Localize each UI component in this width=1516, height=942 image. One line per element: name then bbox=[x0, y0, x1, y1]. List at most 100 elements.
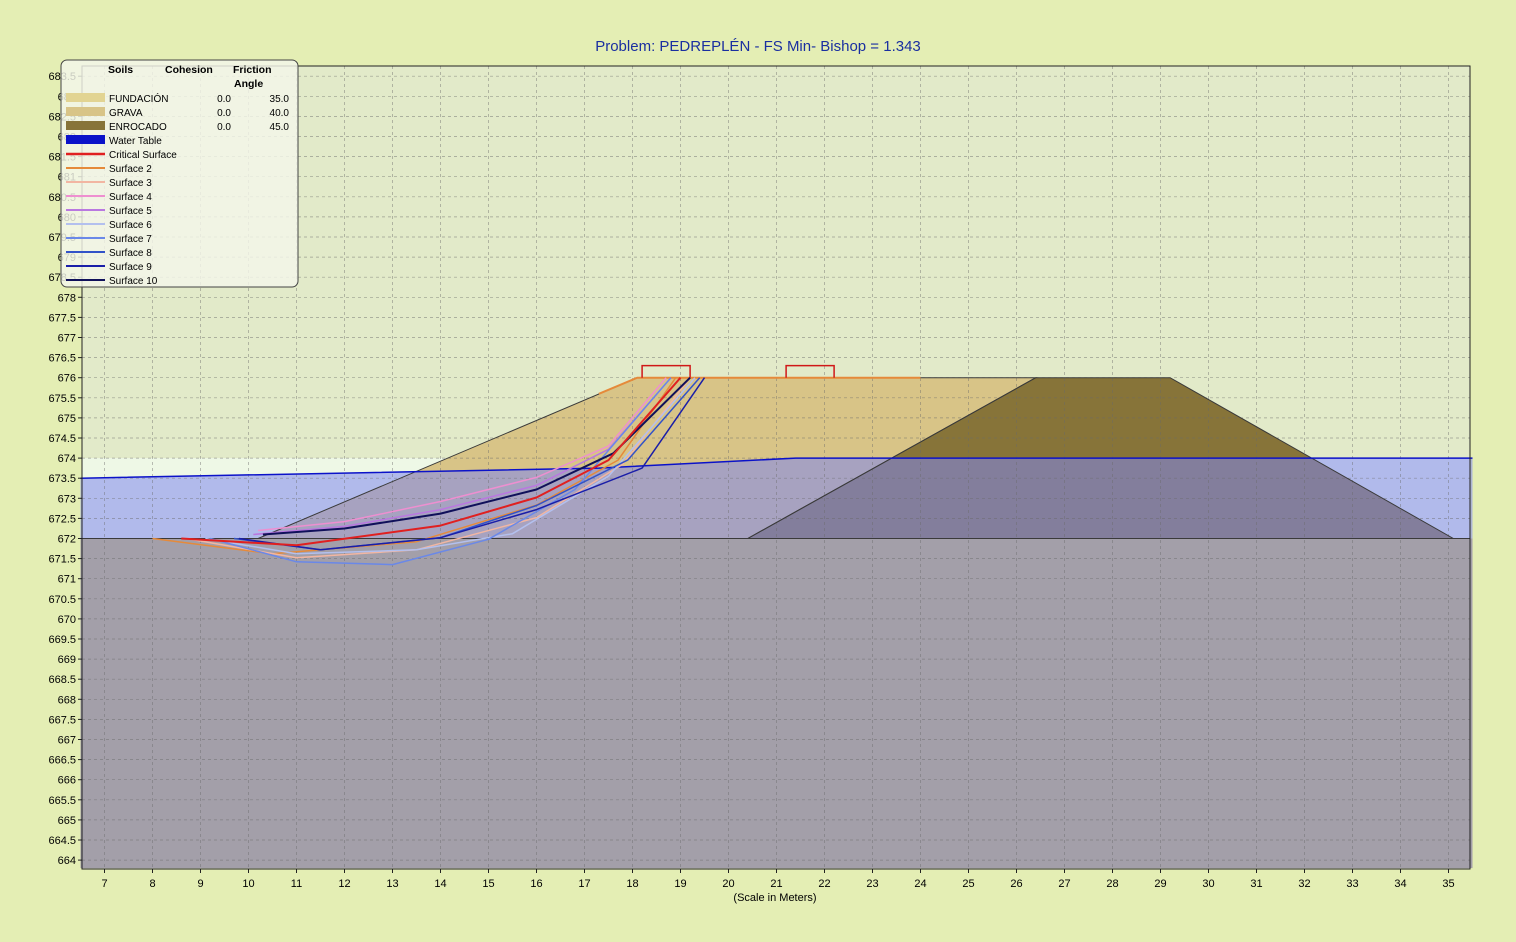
x-axis-label: (Scale in Meters) bbox=[733, 892, 816, 904]
legend-line-name: Water Table bbox=[109, 136, 162, 147]
x-tick-label: 10 bbox=[242, 878, 254, 890]
x-tick-label: 18 bbox=[626, 878, 638, 890]
legend-swatch-soil bbox=[66, 107, 105, 116]
surface-surface-6 bbox=[205, 377, 696, 555]
legend-line-name: Surface 10 bbox=[109, 276, 158, 287]
legend-soil-friction: 45.0 bbox=[270, 122, 290, 133]
legend-header: Soils bbox=[108, 64, 133, 76]
y-tick-label: 675.5 bbox=[48, 393, 76, 405]
y-tick-label: 668 bbox=[58, 694, 76, 706]
x-tick-label: 16 bbox=[530, 878, 542, 890]
x-tick-label: 20 bbox=[722, 878, 734, 890]
x-tick-label: 27 bbox=[1058, 878, 1070, 890]
y-tick-label: 671 bbox=[58, 574, 76, 586]
structure-lines bbox=[80, 364, 1473, 539]
legend-line-name: Surface 8 bbox=[109, 248, 152, 259]
chart-title: Problem: PEDREPLÉN - FS Min- Bishop = 1.… bbox=[595, 38, 921, 55]
y-tick-label: 667 bbox=[58, 735, 76, 747]
surface-surface-2 bbox=[152, 377, 677, 555]
x-tick-label: 31 bbox=[1250, 878, 1262, 890]
y-tick-label: 675 bbox=[58, 413, 76, 425]
legend-box bbox=[60, 59, 299, 288]
x-tick-label: 14 bbox=[434, 878, 446, 890]
y-tick-label: 673 bbox=[58, 493, 76, 505]
crest-line bbox=[598, 376, 921, 395]
x-tick-label: 30 bbox=[1202, 878, 1214, 890]
legend-header: Cohesion bbox=[165, 64, 213, 76]
y-tick-label: 677.5 bbox=[48, 312, 76, 324]
legend-line-name: Surface 5 bbox=[109, 206, 152, 217]
legend-line-name: Surface 2 bbox=[109, 164, 152, 175]
x-tick-label: 8 bbox=[149, 878, 155, 890]
x-tick-label: 34 bbox=[1394, 878, 1406, 890]
y-tick-label: 664.5 bbox=[48, 835, 76, 847]
x-tick-label: 23 bbox=[866, 878, 878, 890]
y-tick-label: 671.5 bbox=[48, 554, 76, 566]
surface-surface-9 bbox=[238, 377, 706, 551]
x-tick-label: 26 bbox=[1010, 878, 1022, 890]
legend-soil-cohesion: 0.0 bbox=[217, 122, 231, 133]
legend-line-name: Surface 3 bbox=[109, 178, 152, 189]
legend-soil-name: ENROCADO bbox=[109, 122, 167, 133]
y-tick-label: 669.5 bbox=[48, 634, 76, 646]
legend-soil-friction: 40.0 bbox=[270, 108, 290, 119]
legend-swatch-soil bbox=[66, 93, 105, 102]
legend-header: Friction bbox=[233, 64, 272, 76]
x-tick-label: 28 bbox=[1106, 878, 1118, 890]
y-tick-label: 665 bbox=[58, 815, 76, 827]
load-marker-2 bbox=[785, 364, 835, 378]
y-tick-label: 666.5 bbox=[48, 755, 76, 767]
y-tick-label: 672.5 bbox=[48, 513, 76, 525]
legend-line-name: Surface 7 bbox=[109, 234, 152, 245]
x-tick-label: 22 bbox=[818, 878, 830, 890]
y-tick-label: 669 bbox=[58, 654, 76, 666]
legend-line-name: Surface 6 bbox=[109, 220, 152, 231]
x-tick-label: 7 bbox=[101, 878, 107, 890]
surface-critical-surface bbox=[181, 377, 682, 547]
x-tick-label: 29 bbox=[1154, 878, 1166, 890]
surface-surface-7 bbox=[209, 377, 672, 566]
legend-line-name: Surface 9 bbox=[109, 262, 152, 273]
y-tick-label: 670.5 bbox=[48, 594, 76, 606]
x-tick-label: 24 bbox=[914, 878, 926, 890]
y-tick-label: 664 bbox=[58, 855, 76, 867]
x-tick-label: 11 bbox=[291, 878, 302, 890]
y-tick-label: 676.5 bbox=[48, 353, 76, 365]
legend-soil-name: GRAVA bbox=[109, 108, 143, 119]
x-tick-label: 25 bbox=[962, 878, 974, 890]
y-tick-label: 666 bbox=[58, 775, 76, 787]
y-tick-label: 677 bbox=[58, 333, 76, 345]
legend-soil-name: FUNDACIÓN bbox=[109, 92, 168, 105]
y-tick-label: 674 bbox=[58, 453, 76, 465]
y-tick-label: 668.5 bbox=[48, 674, 76, 686]
legend-line-name: Surface 4 bbox=[109, 192, 152, 203]
load-marker-1 bbox=[641, 364, 691, 378]
y-tick-label: 667.5 bbox=[48, 714, 76, 726]
y-tick-label: 676 bbox=[58, 373, 76, 385]
x-tick-label: 32 bbox=[1298, 878, 1310, 890]
legend-soil-friction: 35.0 bbox=[270, 94, 290, 105]
x-tick-label: 21 bbox=[770, 878, 782, 890]
surface-surface-4 bbox=[258, 377, 667, 532]
legend-header: Angle bbox=[234, 78, 263, 90]
surface-surface-3 bbox=[185, 377, 691, 559]
legend-swatch-soil bbox=[66, 121, 105, 130]
legend-line-name: Critical Surface bbox=[109, 150, 177, 161]
x-tick-label: 12 bbox=[338, 878, 350, 890]
y-tick-label: 670 bbox=[58, 614, 76, 626]
x-tick-label: 33 bbox=[1346, 878, 1358, 890]
legend: Soils Cohesion Friction Angle FUNDACIÓN 0.0 35… bbox=[60, 59, 299, 288]
legend-soil-cohesion: 0.0 bbox=[217, 94, 231, 105]
x-tick-label: 17 bbox=[578, 878, 590, 890]
x-tick-label: 35 bbox=[1442, 878, 1454, 890]
water-table-line bbox=[80, 457, 1473, 479]
legend-swatch-water bbox=[66, 135, 105, 144]
x-tick-label: 15 bbox=[482, 878, 494, 890]
x-tick-label: 13 bbox=[386, 878, 398, 890]
y-tick-label: 665.5 bbox=[48, 795, 76, 807]
y-tick-label: 672 bbox=[58, 534, 76, 546]
y-tick-label: 674.5 bbox=[48, 433, 76, 445]
legend-soil-cohesion: 0.0 bbox=[217, 108, 231, 119]
x-tick-label: 9 bbox=[197, 878, 203, 890]
